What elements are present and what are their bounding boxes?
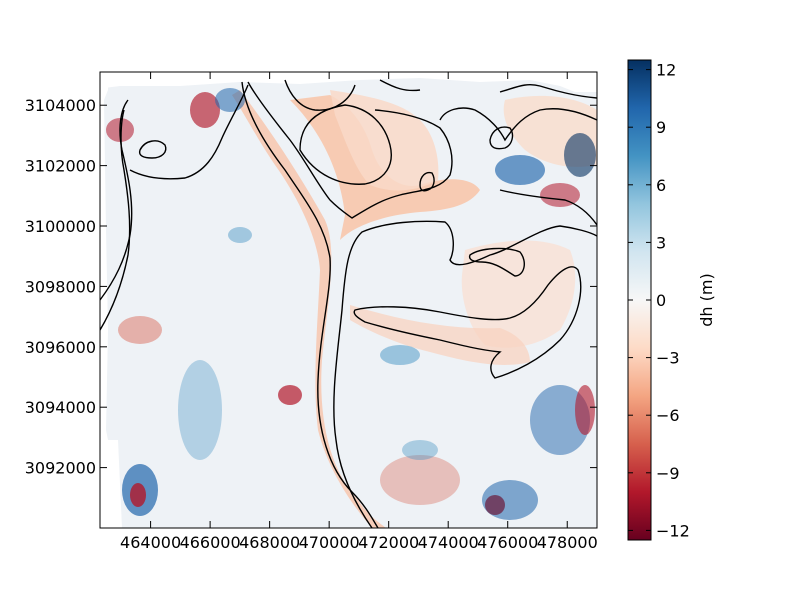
gain-patch (178, 360, 222, 460)
change-patches (106, 88, 596, 520)
glacier-outline (100, 109, 131, 331)
glacier-outline (499, 189, 597, 226)
y-tick-label: 3094000 (25, 398, 96, 417)
x-tick-label: 464000 (120, 533, 181, 552)
glacier-outline (138, 140, 167, 159)
colorbar-tick-label: −9 (656, 464, 680, 483)
y-tick-label: 3104000 (25, 96, 96, 115)
y-axis: 3092000 3094000 3096000 3098000 3100000 31020… (25, 96, 597, 478)
gain-patch (530, 385, 590, 455)
colorbar-tick-label: 9 (656, 118, 666, 137)
colorbar-ticks: 12 9 6 3 0 −3 −6 −9 −12 (628, 61, 690, 540)
loss-patch (540, 183, 580, 207)
glacier-east (461, 240, 576, 348)
colorbar-tick-label: 12 (656, 61, 676, 80)
glacier-outline (100, 99, 133, 301)
colorbar-tick-label: −3 (656, 349, 680, 368)
x-tick-label: 472000 (358, 533, 419, 552)
nodata-region (100, 72, 122, 528)
glacier-outline (489, 126, 514, 150)
gain-patch (402, 440, 438, 460)
colorbar-tick-label: −12 (656, 521, 690, 540)
glacier-outline (439, 107, 597, 142)
glacier-outline (353, 266, 582, 379)
x-tick-label: 476000 (477, 533, 538, 552)
glacier-outline (333, 220, 597, 528)
colorbar: 12 9 6 3 0 −3 −6 −9 −12 dh (m) (627, 59, 716, 541)
x-tick-label: 474000 (418, 533, 479, 552)
colorbar-tick-label: 6 (656, 176, 666, 195)
nodata-region (100, 72, 597, 92)
glacier-outline (419, 171, 435, 192)
glacier-outlines (100, 79, 597, 528)
x-axis: 4640004660004680004700004720004740004760… (120, 72, 598, 552)
dem-difference-map (99, 71, 598, 529)
loss-patch (575, 385, 595, 435)
glacier-outline (299, 104, 392, 185)
glacier-outline (129, 84, 249, 180)
colorbar-tick-label: 3 (656, 233, 666, 252)
glacier-outline (284, 79, 356, 111)
gain-patch (380, 345, 420, 365)
glacier-outline (499, 83, 597, 99)
glacier-outline (379, 79, 421, 92)
glacier-branch (290, 95, 480, 240)
glacier-outline (247, 81, 453, 219)
loss-patch (278, 385, 302, 405)
y-tick-label: 3092000 (25, 459, 96, 478)
x-tick-label: 470000 (299, 533, 360, 552)
loss-patch (190, 92, 220, 128)
gain-patch (228, 227, 252, 243)
x-tick-label: 466000 (180, 533, 241, 552)
x-tick-label: 468000 (239, 533, 300, 552)
gain-patch (495, 155, 545, 185)
plot-frame (99, 71, 598, 529)
colorbar-tick-label: −6 (656, 406, 680, 425)
x-tick-label: 478000 (537, 533, 598, 552)
colorbar-label: dh (m) (697, 273, 716, 326)
loss-patch (118, 316, 162, 344)
glacier-outline (468, 247, 526, 277)
y-tick-label: 3098000 (25, 277, 96, 296)
loss-patch (485, 495, 505, 515)
y-tick-label: 3102000 (25, 157, 96, 176)
gain-patch (564, 133, 596, 177)
y-tick-label: 3096000 (25, 338, 96, 357)
y-tick-label: 3100000 (25, 217, 96, 236)
glacier-outline (241, 81, 379, 528)
loss-patch (380, 455, 460, 505)
loss-patch (130, 483, 146, 507)
colorbar-tick-label: 0 (656, 291, 666, 310)
